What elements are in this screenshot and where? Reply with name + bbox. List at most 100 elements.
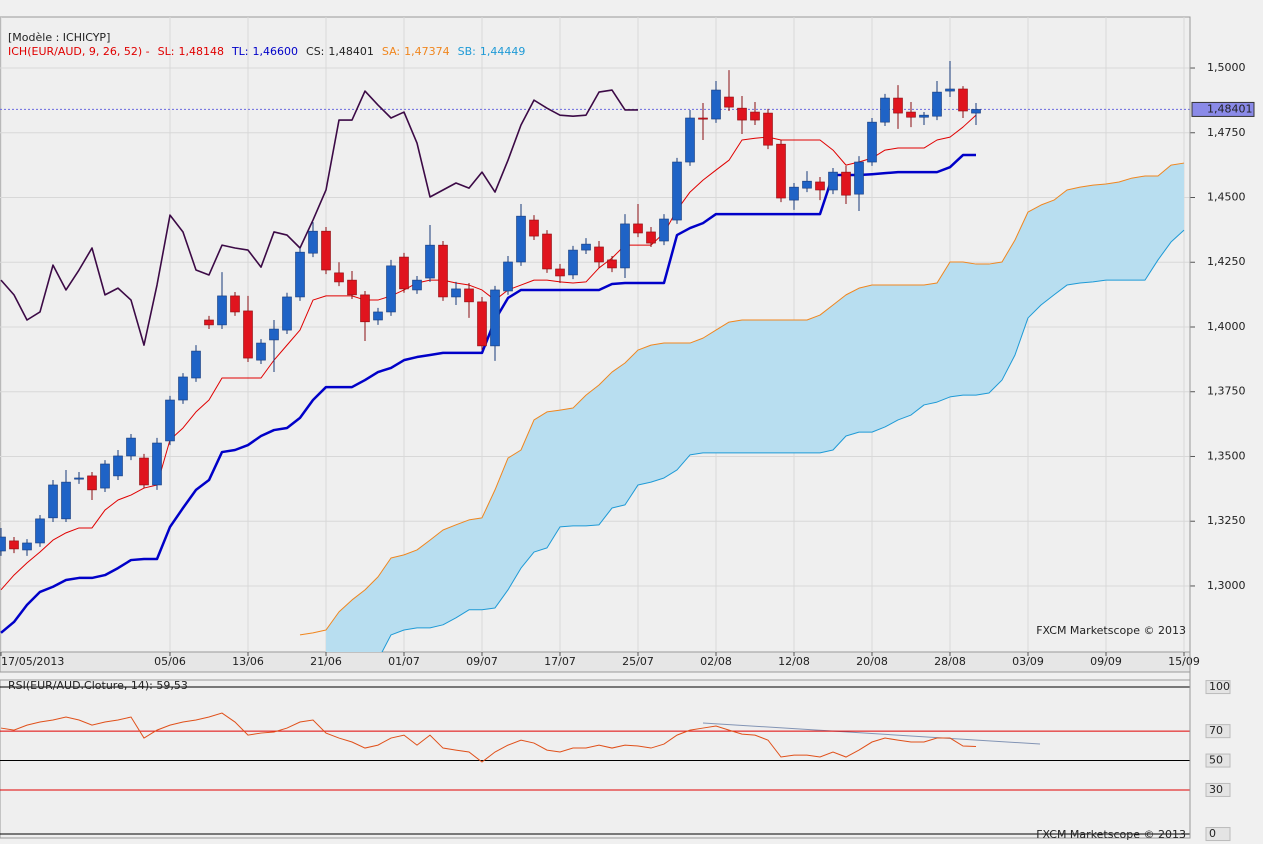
candle-body [724, 96, 734, 108]
last-price-tag [1191, 101, 1255, 117]
y-tick-box [1205, 782, 1231, 797]
watermark: FXCM Marketscope © 2013 [1036, 624, 1186, 637]
candle-body [529, 219, 539, 237]
indicator-line [0, 153, 976, 634]
candle-body [620, 223, 630, 269]
y-tick-label: 50 [1209, 754, 1223, 767]
x-tick-label: 17/05/2013 [1, 655, 64, 668]
rsi-line [0, 712, 977, 763]
legend-prefix: ICH(EUR/AUD, 9, 26, 52) - [8, 45, 150, 58]
candle-body [347, 279, 357, 296]
y-tick-label: 1,5000 [1207, 61, 1246, 74]
candle-body [256, 342, 266, 361]
candle-body [9, 540, 19, 550]
candle-body [503, 261, 513, 292]
model-label: [Modèle : ICHICYP] [8, 31, 110, 44]
candle-body [594, 246, 604, 263]
candle-body [893, 97, 903, 114]
candle-body [945, 88, 955, 92]
candle-body [828, 171, 838, 191]
candle-body [360, 294, 370, 323]
x-tick-label: 13/06 [232, 655, 264, 668]
legend: ICH(EUR/AUD, 9, 26, 52) - SL: 1,48148 TL: 1,… [8, 45, 525, 58]
candle-body [0, 536, 6, 552]
candle-body [906, 111, 916, 118]
legend-name: CS: [306, 45, 324, 58]
candle-body [165, 399, 175, 442]
candle-body [152, 442, 162, 486]
x-tick-label: 03/09 [1012, 655, 1044, 668]
candle-body [74, 477, 84, 480]
legend-name: TL: [231, 45, 249, 58]
rsi-panel [0, 679, 1191, 839]
candle-body [61, 481, 71, 520]
candle-body [685, 117, 695, 163]
y-tick-box [1205, 680, 1231, 695]
candle-body [659, 218, 669, 242]
legend-name: SA: [382, 45, 400, 58]
candle-body [217, 295, 227, 326]
candle-body [282, 296, 292, 331]
candle-body [126, 437, 136, 457]
rsi-title: RSI(EUR/AUD.Cloture, 14): 59,53 [8, 679, 188, 692]
indicator-line [0, 89, 638, 346]
candle-body [815, 181, 825, 191]
y-tick-box [1205, 827, 1231, 842]
candle-body [490, 289, 500, 347]
candle-body [854, 161, 864, 195]
candle-body [464, 288, 474, 303]
candle-body [87, 475, 97, 491]
candle-body [750, 111, 760, 121]
candle-body [919, 114, 929, 118]
y-tick-label: 30 [1209, 783, 1223, 796]
candle-body [35, 518, 45, 544]
candle-body [373, 311, 383, 321]
candle-body [516, 215, 526, 263]
candle-body [178, 376, 188, 401]
candle-body [386, 265, 396, 313]
candle-body [191, 350, 201, 379]
y-tick-label: 1,4250 [1207, 255, 1246, 268]
candle-body [113, 455, 123, 477]
watermark: FXCM Marketscope © 2013 [1036, 828, 1186, 841]
x-tick-label: 15/09 [1168, 655, 1200, 668]
indicator-line [0, 114, 977, 591]
cloud [326, 163, 1184, 652]
x-tick-label: 25/07 [622, 655, 654, 668]
candle-body [633, 223, 643, 234]
candle-body [958, 88, 968, 112]
y-tick-label: 70 [1209, 724, 1223, 737]
candle-body [269, 328, 279, 341]
candle-body [438, 244, 448, 298]
candle-body [425, 244, 435, 279]
x-tick-label: 28/08 [934, 655, 966, 668]
candle-body [971, 109, 981, 114]
y-tick-label: 1,3250 [1207, 514, 1246, 527]
x-tick-label: 12/08 [778, 655, 810, 668]
x-tick-label: 09/09 [1090, 655, 1122, 668]
candle-body [139, 457, 149, 486]
last-price-label: 1,48401 [1207, 102, 1253, 115]
y-tick-label: 100 [1209, 680, 1230, 693]
candle-body [802, 180, 812, 189]
candle-body [841, 171, 851, 196]
x-tick-label: 05/06 [154, 655, 186, 668]
candle-body [776, 143, 786, 199]
indicator-line [299, 162, 1185, 636]
candle-body [243, 310, 253, 359]
indicator-line [381, 229, 1185, 652]
candle-body [555, 268, 565, 277]
candle-body [542, 233, 552, 270]
y-tick-label: 1,4000 [1207, 320, 1246, 333]
y-tick-label: 1,3500 [1207, 449, 1246, 462]
y-tick-label: 0 [1209, 827, 1216, 840]
candle-body [763, 112, 773, 146]
candle-body [789, 186, 799, 201]
candle-body [646, 231, 656, 244]
candle-body [581, 243, 591, 251]
candle-body [412, 279, 422, 291]
legend-value: 1,48148 [178, 45, 224, 58]
candle-body [22, 542, 32, 551]
